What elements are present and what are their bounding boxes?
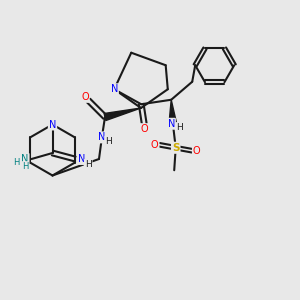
Text: N: N xyxy=(78,154,85,164)
Text: N: N xyxy=(110,84,118,94)
Text: O: O xyxy=(193,146,200,156)
Text: H: H xyxy=(176,123,183,132)
Text: H: H xyxy=(13,158,19,167)
Text: N: N xyxy=(21,154,28,164)
Text: N: N xyxy=(167,119,175,129)
Text: N: N xyxy=(98,132,106,142)
Polygon shape xyxy=(169,100,176,122)
Text: O: O xyxy=(140,124,148,134)
Text: H: H xyxy=(85,160,92,169)
Text: H: H xyxy=(22,162,28,171)
Text: N: N xyxy=(49,119,56,130)
Text: O: O xyxy=(151,140,158,150)
Polygon shape xyxy=(104,108,141,121)
Text: S: S xyxy=(172,143,179,153)
Text: O: O xyxy=(81,92,89,102)
Text: H: H xyxy=(105,136,112,146)
